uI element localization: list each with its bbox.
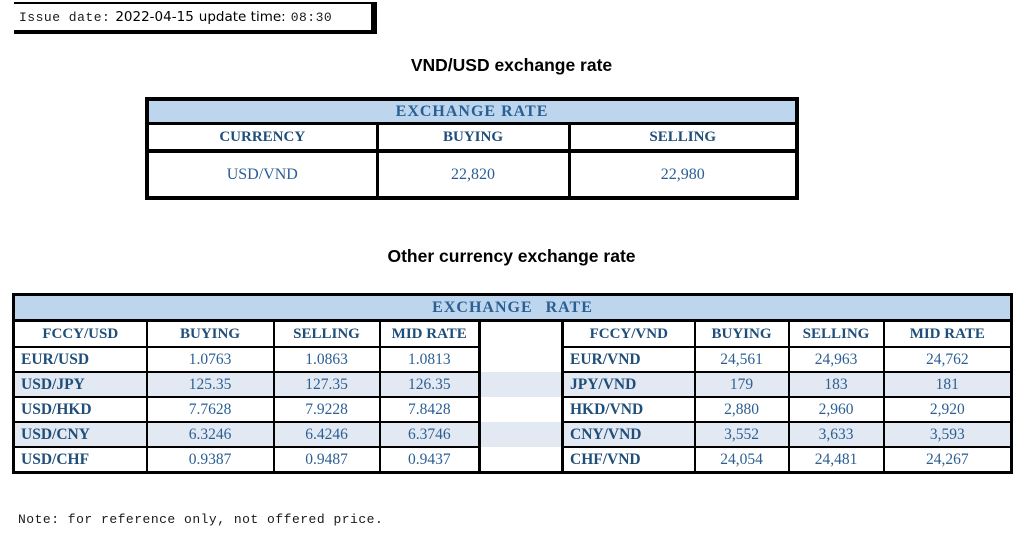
table-band-header: EXCHANGE RATE [145,97,799,125]
col-header-buying-vnd: BUYING [693,319,790,348]
col-header-selling-usd: SELLING [272,319,381,348]
cell-pair-usd: USD/HKD [12,396,148,423]
cell-buying: 24,054 [693,446,790,474]
cell-selling: 6.4246 [272,421,381,448]
cell-pair-vnd: HKD/VND [561,396,696,423]
cell-selling: 22,980 [567,149,799,200]
cell-buying: 24,561 [693,346,790,373]
cell-buying: 125.35 [145,371,275,398]
issue-date-box: Issue date: 2022-04-15 update time: 08:3… [14,2,377,34]
cell-selling: 2,960 [787,396,885,423]
table-band-header: EXCHANGE RATE [12,293,1013,322]
cell-midrate: 181 [882,371,1013,398]
cell-selling: 1.0863 [272,346,381,373]
spacer-cell [478,347,564,372]
update-time-value: 08:30 [290,9,333,25]
cell-buying: 179 [693,371,790,398]
table-row: EUR/USD 1.0763 1.0863 1.0813 EUR/VND 24,… [12,346,1013,373]
cell-midrate: 126.35 [378,371,481,398]
cell-selling: 127.35 [272,371,381,398]
column-header-row: CURRENCY BUYING SELLING [145,122,799,153]
table-row: USD/VND 22,820 22,980 [145,149,799,200]
cell-pair-usd: USD/CNY [12,421,148,448]
footnote: Note: for reference only, not offered pr… [18,512,384,527]
cell-midrate: 2,920 [882,396,1013,423]
cell-midrate: 0.9437 [378,446,481,474]
cell-pair-vnd: EUR/VND [561,346,696,373]
cell-midrate: 24,267 [882,446,1013,474]
cell-pair-vnd: CHF/VND [561,446,696,474]
vnd-usd-exchange-table: EXCHANGE RATE CURRENCY BUYING SELLING US… [145,97,800,200]
cell-currency-pair: USD/VND [145,149,379,200]
cell-midrate: 3,593 [882,421,1013,448]
other-currency-exchange-table: EXCHANGE RATE FCCY/USD BUYING SELLING MI… [12,293,1014,474]
cell-midrate: 6.3746 [378,421,481,448]
col-header-fccy-vnd: FCCY/VND [561,319,696,348]
col-header-selling-vnd: SELLING [787,319,885,348]
col-header-fccy-usd: FCCY/USD [12,319,148,348]
col-header-selling: SELLING [567,122,799,153]
table-row: USD/JPY 125.35 127.35 126.35 JPY/VND 179… [12,371,1013,398]
cell-buying: 1.0763 [145,346,275,373]
cell-midrate: 24,762 [882,346,1013,373]
spacer-cell [478,422,564,447]
issue-date-value: 2022-04-15 [115,9,194,25]
cell-pair-usd: EUR/USD [12,346,148,373]
update-time-label: update time: [198,9,286,25]
col-header-midrate-usd: MID RATE [378,319,481,348]
col-header-midrate-vnd: MID RATE [882,319,1013,348]
issue-date-label: Issue date: [19,9,111,25]
cell-pair-vnd: CNY/VND [561,421,696,448]
cell-pair-usd: USD/JPY [12,371,148,398]
cell-selling: 24,481 [787,446,885,474]
col-header-currency: CURRENCY [145,122,379,153]
vnd-usd-section-title: VND/USD exchange rate [410,55,613,75]
cell-pair-usd: USD/CHF [12,446,148,474]
col-header-buying-usd: BUYING [145,319,275,348]
cell-selling: 24,963 [787,346,885,373]
cell-midrate: 1.0813 [378,346,481,373]
cell-buying: 3,552 [693,421,790,448]
cell-buying: 7.7628 [145,396,275,423]
table-row: USD/CNY 6.3246 6.4246 6.3746 CNY/VND 3,5… [12,421,1013,448]
col-header-buying: BUYING [375,122,571,153]
table-row: USD/CHF 0.9387 0.9487 0.9437 CHF/VND 24,… [12,446,1013,474]
cell-buying: 22,820 [375,149,571,200]
cell-selling: 183 [787,371,885,398]
table-band-header-row: EXCHANGE RATE [145,97,799,125]
spacer-cell [478,397,564,422]
cell-midrate: 7.8428 [378,396,481,423]
cell-selling: 3,633 [787,421,885,448]
spacer-cell [478,447,564,473]
cell-pair-vnd: JPY/VND [561,371,696,398]
cell-buying: 6.3246 [145,421,275,448]
table-band-header-row: EXCHANGE RATE [12,293,1013,322]
cell-selling: 0.9487 [272,446,381,474]
table-row: USD/HKD 7.7628 7.9228 7.8428 HKD/VND 2,8… [12,396,1013,423]
other-currency-section-title: Other currency exchange rate [387,246,636,266]
cell-selling: 7.9228 [272,396,381,423]
cell-buying: 0.9387 [145,446,275,474]
column-header-row: FCCY/USD BUYING SELLING MID RATE FCCY/VN… [12,319,1013,348]
spacer-cell [478,320,564,347]
cell-buying: 2,880 [693,396,790,423]
spacer-cell [478,372,564,397]
